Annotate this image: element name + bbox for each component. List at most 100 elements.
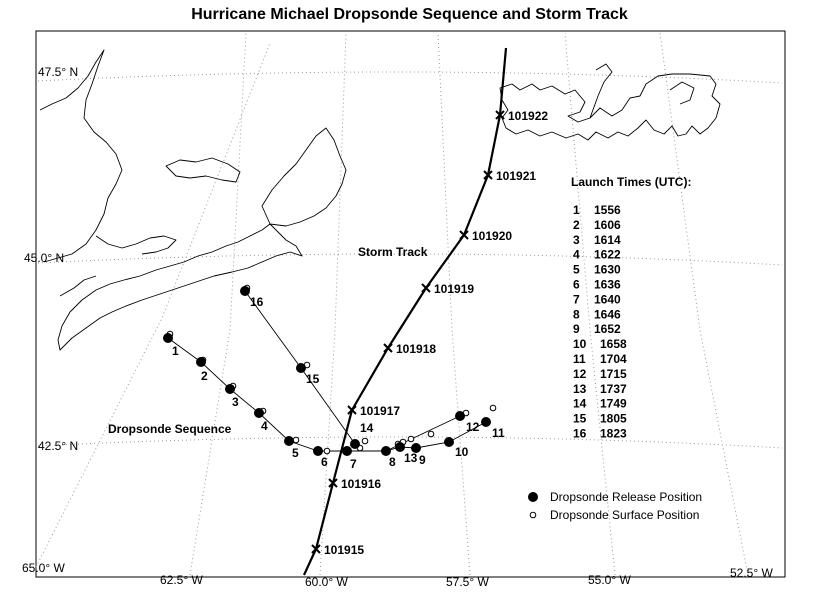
storm-track-label: Storm Track: [358, 245, 428, 259]
sonde-number-label: 8: [389, 455, 396, 469]
track-fix-marker: [495, 110, 505, 120]
sonde-number-label: 16: [250, 295, 264, 309]
sonde-number-label: 12: [466, 420, 480, 434]
sonde-number-label: 14: [360, 421, 374, 435]
lon-label: 65.0° W: [22, 561, 65, 575]
sonde-number-label: 11: [492, 426, 505, 440]
sonde-release-marker: [411, 443, 421, 453]
launch-time-value: 1636: [594, 278, 621, 292]
launch-time-value: 1622: [594, 248, 621, 262]
sonde-number-label: 5: [292, 446, 299, 460]
launch-time-value: 1556: [594, 203, 621, 217]
launch-time-id: 15: [573, 412, 587, 426]
sonde-number-label: 10: [455, 445, 469, 459]
launch-time-value: 1630: [594, 263, 621, 277]
sonde-number-label: 9: [419, 453, 426, 467]
coastline-new-brunswick: [39, 49, 123, 263]
legend-surface-label: Dropsonde Surface Position: [550, 508, 699, 522]
sonde-release-marker: [284, 436, 294, 446]
sonde-release-marker: [254, 408, 264, 418]
launch-time-value: 1614: [594, 233, 621, 247]
map-title: Hurricane Michael Dropsonde Sequence and…: [191, 6, 628, 23]
track-fix-label: 101921: [496, 169, 536, 183]
launch-time-value: 1805: [600, 412, 627, 426]
sonde-release-marker: [455, 411, 465, 421]
sonde-number-label: 6: [321, 455, 328, 469]
launch-time-id: 5: [573, 263, 580, 277]
coastlines: [39, 49, 721, 351]
coastline-pei: [165, 157, 241, 183]
sonde-path-line: [167, 337, 487, 452]
launch-time-value: 1749: [600, 397, 627, 411]
track-fix-label: 101916: [341, 477, 381, 491]
launch-time-id: 3: [573, 233, 580, 247]
sonde-number-label: 13: [404, 451, 418, 465]
legend-release-label: Dropsonde Release Position: [550, 490, 702, 504]
launch-time-id: 8: [573, 307, 580, 321]
coastline-nova-scotia: [57, 223, 303, 351]
launch-time-id: 12: [573, 367, 587, 381]
track-fix-marker: [459, 230, 469, 240]
lon-label: 55.0° W: [588, 573, 631, 587]
sonde-number-label: 2: [201, 369, 208, 383]
sonde-surface-marker: [361, 437, 369, 445]
lat-label: 42.5° N: [38, 439, 78, 453]
coastline-newfoundland: [499, 73, 721, 141]
sonde-release-marker: [163, 333, 173, 343]
sonde-surface-marker: [292, 436, 300, 444]
lon-label: 60.0° W: [305, 575, 348, 589]
launch-time-value: 1704: [600, 352, 627, 366]
track-fix-marker: [328, 478, 338, 488]
launch-time-value: 1646: [594, 307, 621, 321]
sonde-release-marker: [481, 417, 491, 427]
track-fix-marker: [347, 405, 357, 415]
launch-time-id: 6: [573, 278, 580, 292]
sonde-surface-marker: [427, 430, 435, 438]
launch-time-id: 2: [573, 218, 580, 232]
lon-label: 62.5° W: [160, 573, 203, 587]
launch-time-id: 14: [573, 397, 587, 411]
storm-track: 101915 101916 101917 101918 101919 101920 1019…: [303, 47, 548, 576]
sonde-release-marker: [196, 357, 206, 367]
lon-label: 52.5° W: [730, 566, 773, 580]
launch-time-id: 11: [573, 352, 586, 366]
track-fix-label: 101915: [324, 543, 364, 557]
track-fix-marker: [483, 170, 493, 180]
sonde-release-marker: [313, 446, 323, 456]
sonde-release-marker: [296, 363, 306, 373]
graticule: [35, 32, 783, 576]
launch-time-id: 13: [573, 382, 587, 396]
launch-time-id: 7: [573, 292, 580, 306]
legend-release-marker: [528, 492, 538, 502]
sonde-number-label: 3: [232, 395, 239, 409]
launch-time-id: 16: [573, 427, 587, 441]
track-fix-marker: [311, 544, 321, 554]
track-fix-label: 101917: [360, 404, 400, 418]
sonde-release-marker: [350, 439, 360, 449]
map-frame: [35, 30, 786, 578]
launch-time-id: 10: [573, 337, 587, 351]
sonde-release-marker: [395, 442, 405, 452]
sonde-number-label: 15: [306, 372, 320, 386]
coastline-cape-breton: [261, 127, 347, 227]
launch-time-id: 1: [573, 203, 580, 217]
axis-labels: 47.5° N 45.0° N 42.5° N 65.0° W 62.5° W 60.0°…: [22, 65, 773, 589]
sonde-surface-marker: [407, 435, 415, 443]
sonde-release-marker: [225, 384, 235, 394]
launch-time-value: 1823: [600, 427, 627, 441]
dropsonde-sequence-label: Dropsonde Sequence: [108, 422, 232, 436]
sonde-release-marker: [444, 437, 454, 447]
launch-time-value: 1652: [594, 322, 621, 336]
launch-time-value: 1737: [600, 382, 627, 396]
track-fix-label: 101922: [508, 109, 548, 123]
track-fix-label: 101919: [434, 282, 474, 296]
sonde-release-marker: [240, 286, 250, 296]
launch-time-id: 4: [573, 248, 580, 262]
sonde-surface-marker: [489, 404, 497, 412]
sonde-release-marker: [342, 446, 352, 456]
launch-time-value: 1606: [594, 218, 621, 232]
sonde-surface-marker: [323, 447, 331, 455]
